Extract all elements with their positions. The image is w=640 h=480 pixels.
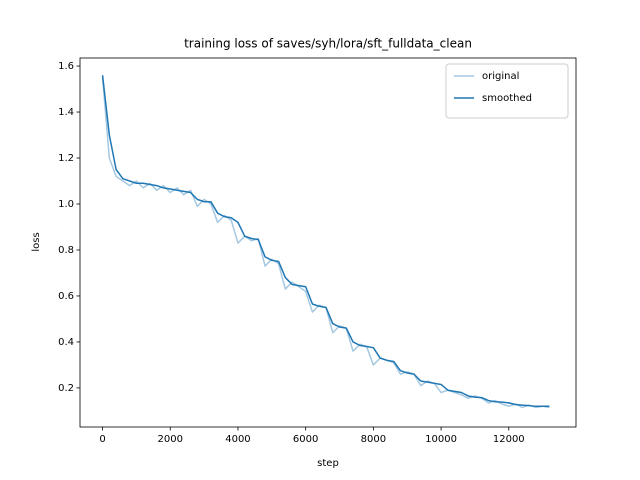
y-tick-label: 1.4 — [58, 107, 74, 118]
x-tick-label: 6000 — [293, 434, 318, 445]
y-tick-label: 0.8 — [58, 245, 74, 256]
legend-label: original — [482, 71, 519, 82]
y-tick-label: 0.4 — [58, 337, 74, 348]
y-tick-label: 0.2 — [58, 383, 74, 394]
series-line — [101, 75, 550, 408]
x-axis-label: step — [317, 458, 339, 469]
legend-box — [445, 63, 569, 119]
axes-frame — [79, 57, 577, 428]
x-tick-label: 4000 — [225, 434, 250, 445]
x-tick-label: 10000 — [425, 434, 457, 445]
y-tick-label: 1.0 — [58, 199, 74, 210]
x-tick-label: 2000 — [158, 434, 183, 445]
chart-title: training loss of saves/syh/lora/sft_full… — [184, 37, 472, 51]
y-axis-label: loss — [31, 232, 42, 251]
y-tick-label: 1.6 — [58, 61, 74, 72]
y-tick-label: 1.2 — [58, 153, 74, 164]
legend-label: smoothed — [482, 93, 532, 104]
x-tick-label: 0 — [99, 434, 105, 445]
legend: original smoothed — [445, 63, 569, 119]
y-tick-label: 0.6 — [58, 291, 74, 302]
x-tick-label: 12000 — [493, 434, 525, 445]
x-tick-label: 8000 — [361, 434, 386, 445]
